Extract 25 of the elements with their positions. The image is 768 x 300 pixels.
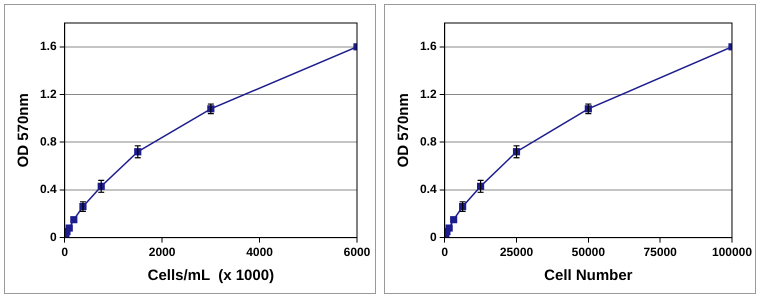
x-axis-title: Cells/mL (x 1000) (148, 267, 274, 284)
y-tick-label: 0.8 (420, 134, 437, 149)
x-axis-title: Cell Number (544, 267, 633, 284)
y-tick-label: 0.4 (40, 182, 57, 196)
y-axis-title: OD 570nm (395, 93, 412, 168)
y-axis-title: OD 570nm (15, 93, 32, 168)
x-tick-label: 4000 (246, 245, 274, 260)
y-tick-label: 1.6 (40, 39, 57, 54)
x-tick-label: 25000 (500, 245, 534, 260)
y-tick-label: 0 (430, 230, 437, 244)
point (70, 216, 78, 224)
y-tick-label: 1.6 (420, 39, 437, 54)
y-tick-label: 0.8 (40, 134, 57, 149)
y-tick-label: 0 (50, 230, 57, 244)
x-tick-label: 100000 (712, 245, 752, 260)
x-tick-label: 50000 (572, 245, 606, 260)
x-tick-label: 0 (61, 245, 68, 260)
x-tick-label: 6000 (344, 245, 371, 260)
y-tick-label: 0.4 (420, 182, 437, 196)
y-tick-label: 1.2 (40, 86, 57, 101)
point (450, 216, 458, 224)
x-tick-label: 0 (441, 245, 448, 260)
y-tick-label: 1.2 (420, 86, 437, 101)
x-tick-label: 75000 (643, 245, 678, 260)
x-tick-label: 2000 (148, 245, 176, 260)
